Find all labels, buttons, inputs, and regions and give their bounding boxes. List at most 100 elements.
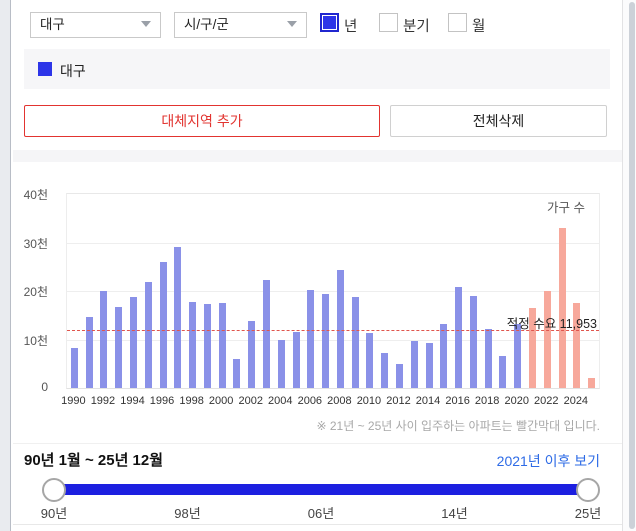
chart-bar-2007[interactable] [322, 294, 330, 388]
chart-bar-2006[interactable] [307, 290, 315, 388]
gridline [67, 291, 599, 292]
y-tick-label: 30천 [23, 236, 48, 251]
slider-tick-label: 90년 [40, 506, 68, 521]
vertical-scrollbar[interactable] [622, 0, 636, 531]
x-tick-label: 2012 [386, 395, 411, 407]
x-tick-label: 2016 [445, 395, 470, 407]
x-tick-label: 2020 [504, 395, 529, 407]
x-tick-label: 1992 [90, 395, 116, 407]
range-slider-track[interactable] [54, 484, 588, 495]
chart-bar-2025[interactable] [588, 378, 596, 388]
chart-bar-1994[interactable] [130, 297, 137, 388]
slider-tick-label: 06년 [307, 506, 335, 521]
y-tick-label: 10천 [23, 333, 48, 348]
x-tick-label: 2002 [238, 395, 263, 407]
chart-bar-2008[interactable] [336, 270, 344, 388]
y-tick-label: 0 [41, 380, 48, 394]
chart-bar-2001[interactable] [233, 359, 241, 388]
y-tick-label: 20천 [23, 285, 48, 299]
checkbox-year-label[interactable]: 년 [344, 19, 358, 35]
chart-bar-2017[interactable] [469, 296, 477, 388]
reference-line [67, 330, 599, 331]
legend-bar: 대구 [24, 49, 610, 89]
chart-bar-2011[interactable] [381, 353, 389, 388]
chart-bar-1998[interactable] [189, 302, 197, 388]
x-tick-label: 1996 [149, 395, 175, 407]
chart-bar-2010[interactable] [366, 333, 374, 388]
panel-left-edge [0, 0, 11, 531]
chart-footnote: ※ 21년 ~ 25년 사이 입주하는 아파트는 빨간막대 입니다. [316, 419, 600, 433]
x-tick-label: 1990 [61, 395, 86, 407]
selected-range-label: 90년 1월 ~ 25년 12월 [24, 452, 164, 469]
slider-tick-label: 98년 [174, 506, 201, 521]
clear-all-button[interactable]: 전체삭제 [390, 105, 607, 137]
chart-bar-2000[interactable] [218, 303, 226, 388]
region-select-value: 대구 [40, 17, 65, 32]
chart-bar-2021[interactable] [529, 308, 536, 388]
slider-tick-label: 25년 [574, 506, 602, 521]
chart-bar-2024[interactable] [573, 303, 581, 388]
range-slider-right-handle[interactable] [576, 478, 600, 502]
panel-bottom-border [13, 524, 622, 525]
chart-bar-2015[interactable] [440, 324, 448, 388]
x-tick-label: 2014 [415, 395, 441, 407]
checkbox-quarter[interactable] [379, 13, 398, 32]
legend-color-swatch [38, 62, 52, 76]
chart-bar-2014[interactable] [425, 343, 433, 388]
legend-region-label: 대구 [60, 63, 86, 79]
chart-bar-1991[interactable] [85, 317, 93, 388]
reference-line-label: 적정 수요 11,953 [506, 317, 597, 331]
gridline [67, 339, 599, 341]
chevron-down-icon [141, 21, 151, 27]
chart-bar-1992[interactable] [100, 291, 108, 388]
x-tick-label: 2000 [208, 395, 234, 407]
x-tick-label: 1994 [120, 395, 145, 407]
chart-bar-1993[interactable] [115, 307, 123, 388]
x-tick-label: 2004 [268, 395, 293, 407]
region-select[interactable]: 대구 [30, 12, 161, 38]
chart-bar-2016[interactable] [455, 287, 463, 388]
chart-bar-2005[interactable] [292, 332, 300, 388]
chart-bar-1990[interactable] [70, 348, 78, 388]
view-after-2021-link[interactable]: 2021년 이후 보기 [496, 453, 600, 469]
y-tick-label: 40천 [23, 188, 48, 202]
chart-bar-2004[interactable] [277, 340, 285, 388]
district-select[interactable]: 시/구/군 [174, 12, 307, 38]
gridline [67, 242, 599, 244]
chart-bar-2002[interactable] [248, 321, 256, 388]
chart-bar-1999[interactable] [203, 304, 211, 388]
district-select-value: 시/구/군 [184, 17, 229, 32]
add-alternate-region-button[interactable]: 대체지역 추가 [24, 105, 380, 137]
chart-bar-2009[interactable] [351, 297, 359, 388]
section-divider [13, 150, 623, 162]
chart-bar-1997[interactable] [174, 247, 182, 388]
chart-bar-1996[interactable] [159, 262, 167, 388]
chart-bar-2013[interactable] [410, 341, 418, 388]
x-tick-label: 2024 [563, 395, 589, 407]
chart-bar-2022[interactable] [543, 291, 551, 388]
chart-bar-2019[interactable] [499, 356, 507, 388]
chart-plot-area [66, 193, 600, 389]
chevron-down-icon [287, 21, 297, 27]
chart-bar-2018[interactable] [484, 329, 492, 388]
checkbox-fill [323, 16, 336, 29]
chart-bar-2020[interactable] [514, 324, 522, 388]
x-tick-label: 2008 [327, 395, 352, 407]
scrollbar-thumb[interactable] [629, 2, 635, 529]
unit-label: 가구 수 [547, 201, 585, 215]
checkbox-month-label[interactable]: 월 [472, 19, 486, 35]
checkbox-quarter-label[interactable]: 분기 [403, 19, 430, 35]
chart-bar-2003[interactable] [263, 280, 270, 388]
x-tick-label: 2018 [474, 395, 500, 407]
x-tick-label: 1998 [179, 395, 204, 407]
chart-bar-2012[interactable] [396, 364, 403, 388]
slider-tick-label: 14년 [441, 506, 468, 521]
checkbox-year[interactable] [320, 13, 339, 32]
checkbox-month[interactable] [448, 13, 467, 32]
chart-bar-1995[interactable] [144, 282, 152, 388]
chart-bar-2023[interactable] [558, 228, 566, 388]
x-tick-label: 2006 [297, 395, 323, 407]
x-tick-label: 2022 [534, 395, 559, 407]
range-slider-left-handle[interactable] [42, 478, 66, 502]
